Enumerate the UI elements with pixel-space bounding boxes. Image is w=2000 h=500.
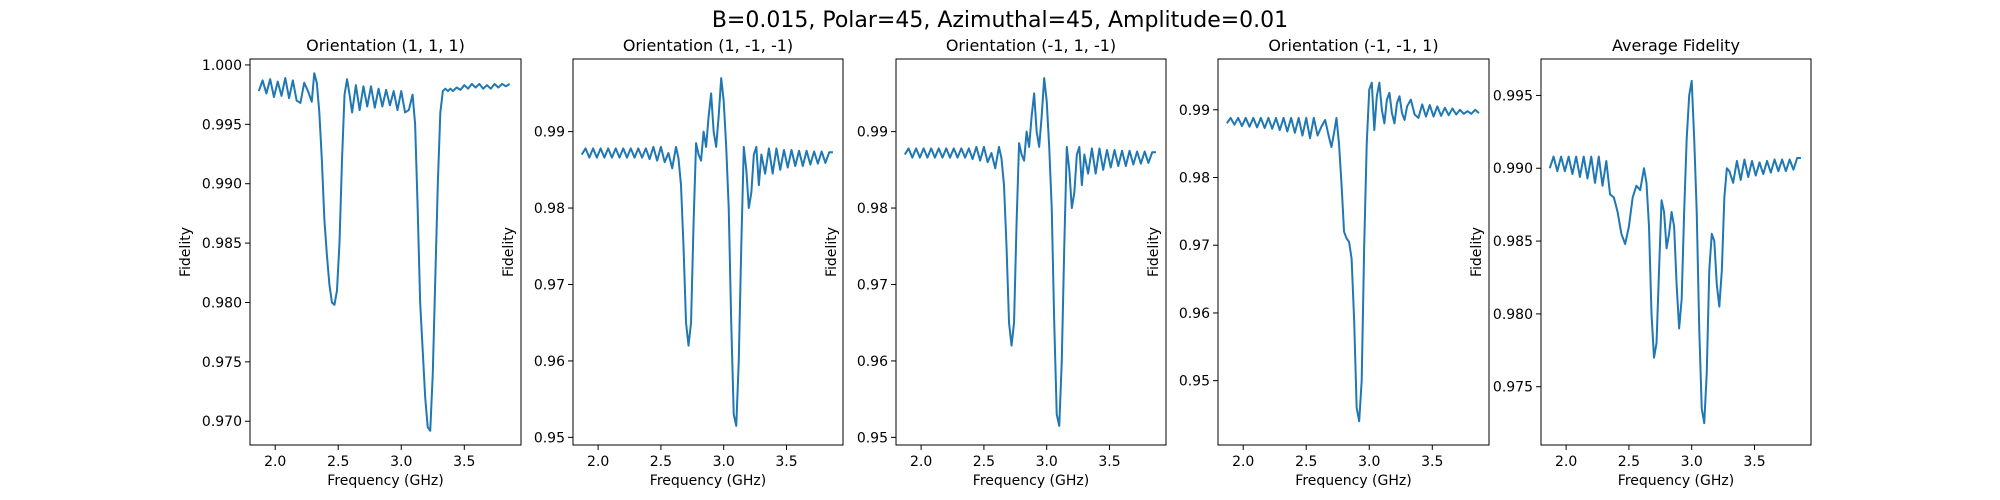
plot-frame [249,58,522,446]
y-tick-label: 0.990 [1493,161,1533,177]
series-line-1 [1548,79,1801,425]
y-tick-label: 0.990 [202,177,242,193]
figure-suptitle: B=0.015, Polar=45, Azimuthal=45, Amplitu… [712,8,1288,33]
x-tick-label: 2.0 [587,454,609,470]
x-tick-label: 2.0 [910,454,932,470]
series-line-1 [1226,81,1480,423]
y-tick-label: 0.985 [1493,234,1533,250]
y-axis-label: Fidelity [1146,227,1162,277]
x-tick-label: 3.0 [1036,454,1058,470]
x-tick-label: 2.5 [1618,454,1640,470]
subplot-title: Orientation (-1, -1, 1) [1268,36,1438,55]
x-axis-label: Frequency (GHz) [327,473,443,489]
series-line-1 [903,77,1156,427]
x-tick-label: 2.0 [1232,454,1254,470]
panels: Orientation (1, 1, 1) 2.0 2.5 3.0 3.5 0.970 0.… [178,36,1812,489]
y-tick-label: 0.98 [857,201,888,217]
y-tick-label: 0.97 [857,277,888,293]
y-tick-label: 0.980 [202,295,242,311]
y-tick-label: 0.99 [534,125,565,141]
x-axis-label: Frequency (GHz) [973,473,1089,489]
y-axis-label: Fidelity [824,227,840,277]
x-tick-label: 3.0 [1681,454,1703,470]
x-tick-label: 2.5 [973,454,995,470]
x-tick-label: 3.5 [1421,454,1443,470]
x-tick-label: 2.5 [327,454,349,470]
y-tick-label: 0.95 [1179,374,1210,390]
plot-frame [1540,58,1812,446]
y-tick-label: 0.98 [1179,171,1210,187]
y-tick-label: 0.96 [1179,306,1210,322]
y-tick-label: 0.95 [534,430,565,446]
x-tick-label: 3.5 [775,454,797,470]
subplot-2: Orientation (1, -1, -1) 2.0 2.5 3.0 3.5 0.95 0… [501,36,844,489]
y-tick-label: 0.995 [202,117,242,133]
x-tick-label: 2.0 [264,454,286,470]
subplot-3: Orientation (-1, 1, -1) 2.0 2.5 3.0 3.5 0.95 0… [824,36,1167,489]
plot-frame [572,58,844,446]
subplot-title: Average Fidelity [1612,36,1740,55]
y-tick-label: 0.99 [857,125,888,141]
y-tick-label: 0.975 [202,355,242,371]
x-axis-label: Frequency (GHz) [1618,473,1734,489]
subplot-1: Orientation (1, 1, 1) 2.0 2.5 3.0 3.5 0.970 0.… [178,36,522,489]
subplot-5: Average Fidelity 2.0 2.5 3.0 3.5 0.975 0.980 0.… [1469,36,1812,489]
x-tick-label: 3.5 [1743,454,1765,470]
y-tick-label: 1.000 [202,58,242,74]
x-tick-label: 3.0 [390,454,412,470]
x-axis-label: Frequency (GHz) [650,473,766,489]
subplot-4: Orientation (-1, -1, 1) 2.0 2.5 3.0 3.5 0.95 0… [1146,36,1490,489]
subplot-title: Orientation (1, -1, -1) [623,36,793,55]
x-tick-label: 2.5 [1295,454,1317,470]
x-tick-label: 2.0 [1555,454,1577,470]
x-tick-label: 2.5 [650,454,672,470]
y-tick-label: 0.995 [1493,88,1533,104]
plot-frame [895,58,1167,446]
y-tick-label: 0.99 [1179,103,1210,119]
y-tick-label: 0.97 [1179,238,1210,254]
subplot-title: Orientation (-1, 1, -1) [946,36,1116,55]
x-tick-label: 3.0 [713,454,735,470]
plot-frame [1217,58,1490,446]
y-tick-label: 0.97 [534,277,565,293]
x-tick-label: 3.5 [453,454,475,470]
y-tick-label: 0.985 [202,236,242,252]
series-line-1 [257,72,511,432]
y-tick-label: 0.96 [534,354,565,370]
y-tick-label: 0.980 [1493,307,1533,323]
x-tick-label: 3.0 [1358,454,1380,470]
y-tick-label: 0.970 [202,414,242,430]
x-tick-label: 3.5 [1098,454,1120,470]
y-tick-label: 0.96 [857,354,888,370]
y-tick-label: 0.975 [1493,380,1533,396]
x-axis-label: Frequency (GHz) [1295,473,1411,489]
y-tick-label: 0.95 [857,430,888,446]
y-axis-label: Fidelity [178,227,194,277]
y-axis-label: Fidelity [1469,227,1485,277]
y-tick-label: 0.98 [534,201,565,217]
subplot-title: Orientation (1, 1, 1) [306,36,465,55]
series-line-1 [580,77,833,427]
y-axis-label: Fidelity [501,227,517,277]
